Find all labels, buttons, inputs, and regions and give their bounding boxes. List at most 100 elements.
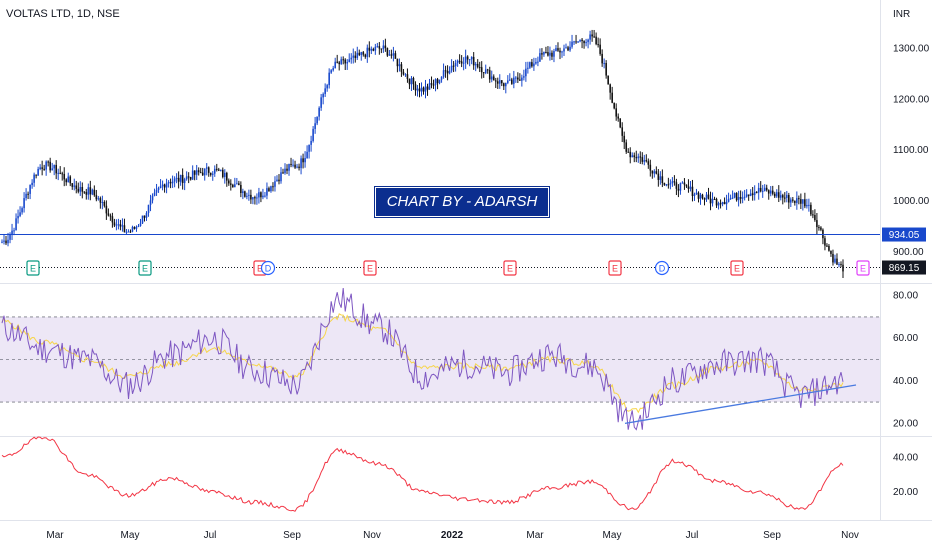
candle-body bbox=[649, 164, 652, 171]
candle-body bbox=[61, 173, 64, 175]
candle-body bbox=[35, 174, 37, 176]
candle-body bbox=[420, 87, 423, 92]
time-label: May bbox=[603, 530, 622, 541]
candle-body bbox=[842, 264, 844, 272]
earnings-marker[interactable]: E bbox=[608, 260, 622, 276]
osc-tick-label: 40.00 bbox=[893, 452, 918, 463]
candle-body bbox=[232, 184, 234, 188]
candle-body bbox=[613, 102, 615, 109]
candle-body bbox=[711, 198, 714, 204]
candle-body bbox=[105, 205, 108, 214]
candle-body bbox=[23, 198, 25, 209]
line-price-tag bbox=[882, 227, 926, 242]
earnings-marker[interactable]: E bbox=[26, 260, 40, 276]
time-label: Sep bbox=[283, 530, 301, 541]
candle-body bbox=[679, 183, 682, 191]
candle-body bbox=[55, 164, 57, 174]
candle-body bbox=[380, 48, 383, 50]
candle-body bbox=[73, 185, 76, 187]
candle-body bbox=[504, 82, 507, 87]
candle-body bbox=[197, 170, 200, 173]
candle-body bbox=[149, 200, 152, 205]
candle-body bbox=[408, 78, 411, 85]
candle-body bbox=[438, 79, 441, 84]
earnings-marker[interactable]: E bbox=[856, 260, 870, 276]
candle-body bbox=[173, 178, 176, 182]
candle-body bbox=[515, 77, 517, 79]
rsi-trendline[interactable] bbox=[624, 384, 857, 424]
candle-body bbox=[577, 41, 579, 43]
candle-body bbox=[820, 227, 822, 230]
candle-body bbox=[207, 167, 210, 173]
candle-body bbox=[591, 34, 593, 37]
candle-body bbox=[551, 52, 553, 57]
candle-body bbox=[665, 184, 668, 186]
candle-body bbox=[65, 179, 68, 183]
time-label: Mar bbox=[46, 530, 64, 541]
candle-body bbox=[115, 224, 118, 226]
candle-body bbox=[513, 77, 515, 84]
candle-body bbox=[155, 189, 158, 193]
earnings-marker[interactable]: E bbox=[363, 260, 377, 276]
dividend-marker[interactable]: D bbox=[654, 260, 670, 276]
candle-body bbox=[812, 214, 814, 216]
candle-body bbox=[386, 48, 389, 56]
candle-body bbox=[755, 191, 758, 193]
candle-body bbox=[17, 215, 19, 219]
candle-body bbox=[830, 250, 832, 254]
candle-body bbox=[492, 76, 495, 81]
candle-body bbox=[272, 186, 274, 188]
candle-body bbox=[667, 184, 670, 186]
candle-body bbox=[615, 108, 617, 117]
candle-body bbox=[645, 160, 648, 162]
candle-body bbox=[159, 186, 162, 188]
candle-body bbox=[67, 176, 70, 183]
dividend-marker[interactable]: D bbox=[260, 260, 276, 276]
candle-body bbox=[456, 60, 459, 64]
candle-body bbox=[177, 177, 180, 182]
candle-body bbox=[557, 48, 559, 51]
candle-body bbox=[161, 184, 164, 187]
candle-body bbox=[553, 51, 555, 57]
time-label: May bbox=[121, 530, 140, 541]
time-label: Jul bbox=[686, 530, 699, 541]
candle-body bbox=[436, 79, 439, 84]
candle-body bbox=[543, 51, 545, 55]
candle-body bbox=[832, 253, 834, 263]
earnings-marker[interactable]: E bbox=[138, 260, 152, 276]
candle-body bbox=[541, 53, 543, 55]
candle-body bbox=[41, 167, 43, 169]
candle-body bbox=[43, 168, 45, 170]
candle-body bbox=[350, 57, 353, 60]
price-axis: 1300.00 1200.00 1100.00 1000.00 900.00 bbox=[893, 44, 930, 258]
candle-body bbox=[262, 195, 264, 198]
candle-body bbox=[286, 168, 288, 171]
candle-body bbox=[398, 64, 401, 67]
candle-body bbox=[113, 222, 116, 226]
candle-body bbox=[625, 142, 628, 152]
earnings-marker[interactable]: E bbox=[730, 260, 744, 276]
candle-body bbox=[85, 192, 88, 195]
event-letter: E bbox=[507, 264, 513, 274]
time-label: Nov bbox=[841, 530, 859, 541]
candle-body bbox=[292, 164, 294, 166]
earnings-marker[interactable]: E bbox=[503, 260, 517, 276]
candle-body bbox=[454, 63, 457, 67]
candle-body bbox=[697, 192, 700, 199]
candle-body bbox=[725, 201, 728, 205]
candle-body bbox=[800, 199, 802, 204]
candle-body bbox=[131, 226, 134, 232]
candle-body bbox=[137, 225, 140, 227]
candle-body bbox=[597, 44, 599, 46]
candle-body bbox=[63, 173, 66, 180]
candle-body bbox=[583, 41, 585, 44]
price-tick-label: 1300.00 bbox=[893, 44, 930, 55]
candle-body bbox=[280, 172, 282, 182]
candle-body bbox=[458, 60, 461, 62]
candle-body bbox=[462, 62, 465, 64]
candle-body bbox=[406, 74, 409, 79]
candle-body bbox=[669, 183, 672, 185]
candle-body bbox=[219, 169, 222, 171]
